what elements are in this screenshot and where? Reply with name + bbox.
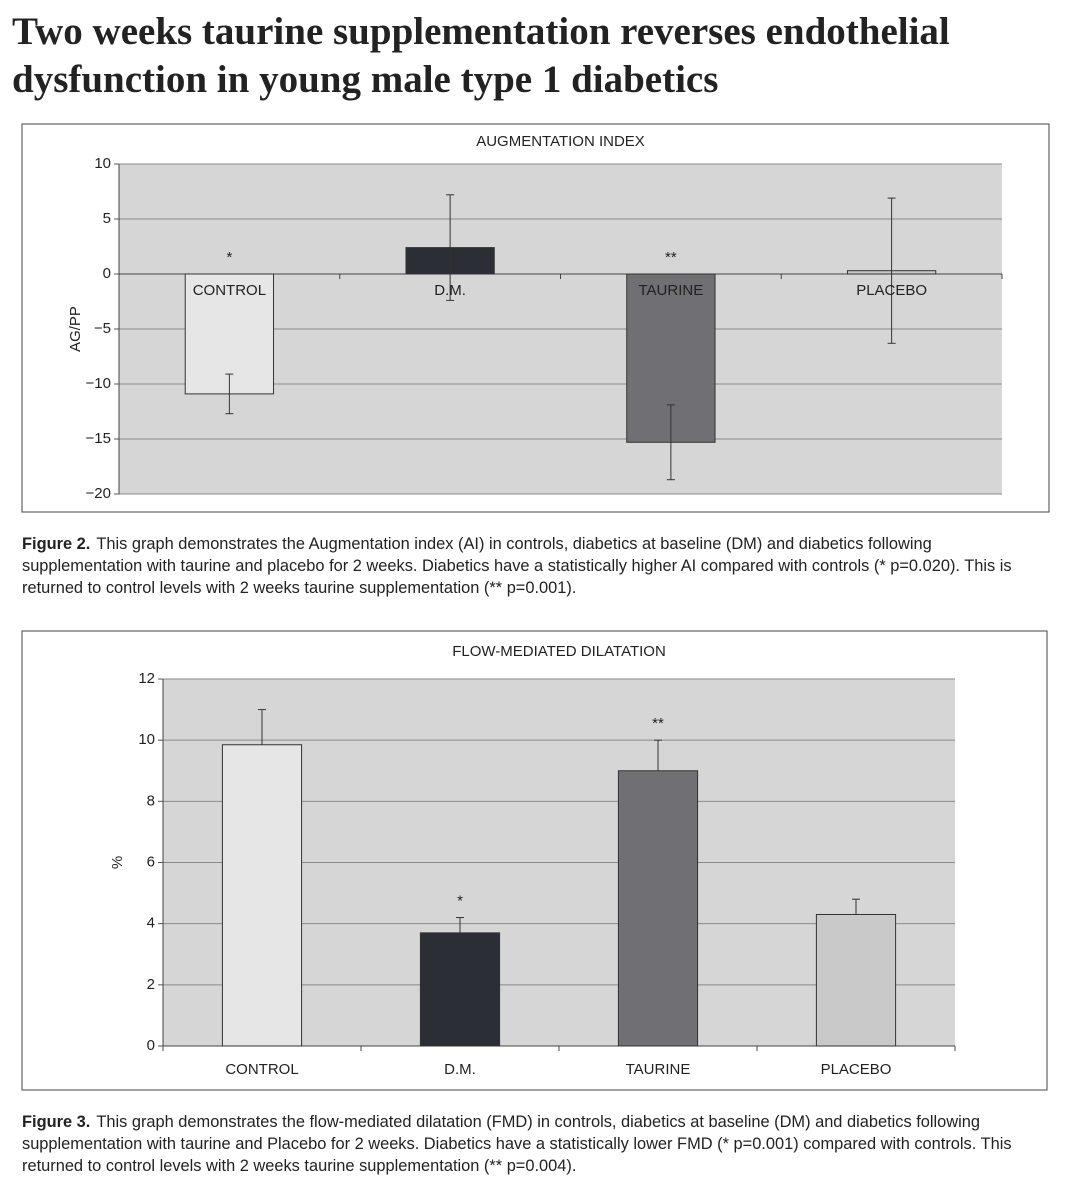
- y-axis-label: %: [109, 856, 126, 869]
- bar: [419, 932, 501, 1047]
- y-tick-label: 10: [94, 155, 111, 172]
- x-tick-label: TAURINE: [626, 1061, 691, 1078]
- x-tick-label: PLACEBO: [821, 1061, 892, 1078]
- x-tick-label: CONTROL: [193, 282, 266, 299]
- bar: [221, 744, 303, 1047]
- y-tick-label: −5: [94, 320, 111, 337]
- significance-mark: *: [457, 893, 463, 910]
- y-tick-label: −10: [86, 375, 111, 392]
- caption-label: Figure 3.: [22, 1113, 91, 1131]
- x-tick-label: PLACEBO: [856, 282, 927, 299]
- x-tick-label: CONTROL: [225, 1061, 298, 1078]
- x-tick-label: D.M.: [434, 282, 466, 299]
- y-axis-label: AG/PP: [67, 306, 84, 352]
- x-tick-label: D.M.: [444, 1061, 476, 1078]
- caption-text: This graph demonstrates the Augmentation…: [22, 535, 1012, 597]
- x-tick-label: TAURINE: [639, 282, 704, 299]
- caption-text: This graph demonstrates the flow-mediate…: [22, 1113, 1012, 1175]
- y-tick-label: 12: [138, 670, 155, 687]
- caption-label: Figure 2.: [22, 535, 91, 553]
- caption: Figure 3. This graph demonstrates the flo…: [22, 1111, 1052, 1177]
- y-tick-label: 0: [147, 1037, 155, 1054]
- caption: Figure 2. This graph demonstrates the Aug…: [22, 533, 1052, 599]
- bar: [617, 770, 699, 1047]
- y-tick-label: 6: [147, 853, 155, 870]
- y-tick-label: 8: [147, 792, 155, 809]
- chart-title: AUGMENTATION INDEX: [476, 133, 645, 150]
- chart-title: FLOW-MEDIATED DILATATION: [452, 643, 666, 660]
- y-tick-label: −20: [86, 485, 111, 502]
- y-tick-label: 0: [103, 265, 111, 282]
- y-tick-label: 5: [103, 210, 111, 227]
- y-tick-label: 2: [147, 976, 155, 993]
- significance-mark: *: [226, 249, 232, 266]
- bar: [815, 913, 897, 1047]
- y-tick-label: 10: [138, 731, 155, 748]
- article-title: Two weeks taurine supplementation revers…: [12, 10, 950, 101]
- y-tick-label: −15: [86, 430, 111, 447]
- y-tick-label: 4: [147, 915, 155, 932]
- significance-mark: **: [652, 715, 664, 732]
- significance-mark: **: [665, 249, 677, 266]
